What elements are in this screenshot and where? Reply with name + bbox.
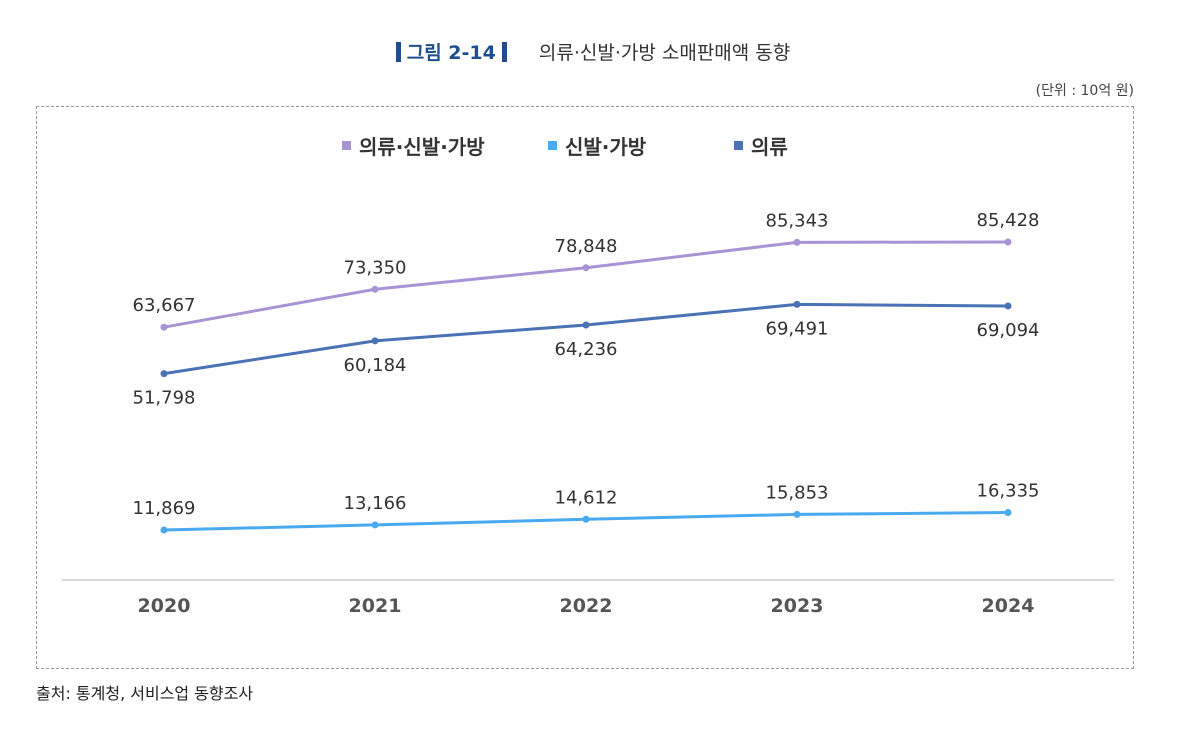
x-tick-label: 2023 — [771, 595, 824, 617]
data-point — [582, 321, 590, 329]
data-label: 64,236 — [555, 339, 618, 360]
legend-marker — [342, 141, 351, 150]
figure-title: 의류·신발·가방 소매판매액 동향 — [538, 42, 791, 64]
data-label: 69,491 — [766, 318, 829, 339]
data-label: 63,667 — [133, 295, 196, 316]
data-point — [371, 521, 379, 529]
title-left-bar — [395, 41, 401, 62]
data-point — [1004, 302, 1012, 310]
x-tick-label: 2022 — [560, 595, 613, 617]
data-label: 60,184 — [344, 355, 407, 376]
data-point — [160, 323, 168, 331]
figure-title-row: 그림 2-14 의류·신발·가방 소매판매액 동향 — [0, 38, 1180, 65]
source-note: 출처: 통계청, 서비스업 동향조사 — [36, 684, 254, 703]
chart-frame: 2020 2021 2022 2023 2024 의류·신발·가방 신발·가방 의류 63,66… — [36, 106, 1134, 669]
data-point — [371, 337, 379, 345]
legend-label: 의류·신발·가방 — [359, 135, 485, 159]
legend-marker — [734, 141, 743, 150]
x-tick-label: 2024 — [982, 595, 1035, 617]
legend-label: 신발·가방 — [565, 135, 647, 159]
data-label: 85,428 — [977, 210, 1040, 231]
x-tick-label: 2020 — [138, 595, 191, 617]
data-point — [160, 526, 168, 534]
data-point — [371, 285, 379, 293]
data-point — [793, 238, 801, 246]
legend-label: 의류 — [751, 135, 788, 159]
data-point — [1004, 509, 1012, 517]
data-label: 14,612 — [555, 487, 618, 508]
data-point — [1004, 238, 1012, 246]
data-label: 11,869 — [133, 498, 196, 519]
unit-label: (단위 : 10억 원) — [1035, 83, 1134, 99]
data-point — [160, 370, 168, 378]
data-label: 78,848 — [555, 236, 618, 257]
data-label: 51,798 — [133, 388, 196, 409]
data-point — [582, 515, 590, 523]
data-label: 16,335 — [977, 481, 1040, 502]
figure-label: 그림 2-14 — [406, 42, 496, 64]
legend-marker — [548, 141, 557, 150]
data-point — [793, 300, 801, 308]
data-label: 69,094 — [977, 320, 1040, 341]
data-label: 85,343 — [766, 210, 829, 231]
data-label: 73,350 — [344, 257, 407, 278]
title-right-bar — [501, 41, 507, 62]
data-label: 15,853 — [766, 482, 829, 503]
data-label: 13,166 — [344, 493, 407, 514]
data-point — [582, 264, 590, 272]
data-point — [793, 510, 801, 518]
x-tick-label: 2021 — [349, 595, 402, 617]
line-chart: 2020 2021 2022 2023 2024 의류·신발·가방 신발·가방 의류 63,66… — [62, 135, 1114, 617]
